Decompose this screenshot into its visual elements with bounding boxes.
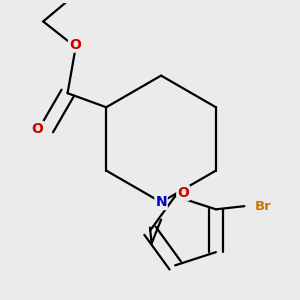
Text: Br: Br (255, 200, 272, 213)
Text: O: O (69, 38, 81, 52)
Text: O: O (32, 122, 44, 136)
Text: N: N (155, 195, 167, 209)
Text: O: O (177, 186, 189, 200)
